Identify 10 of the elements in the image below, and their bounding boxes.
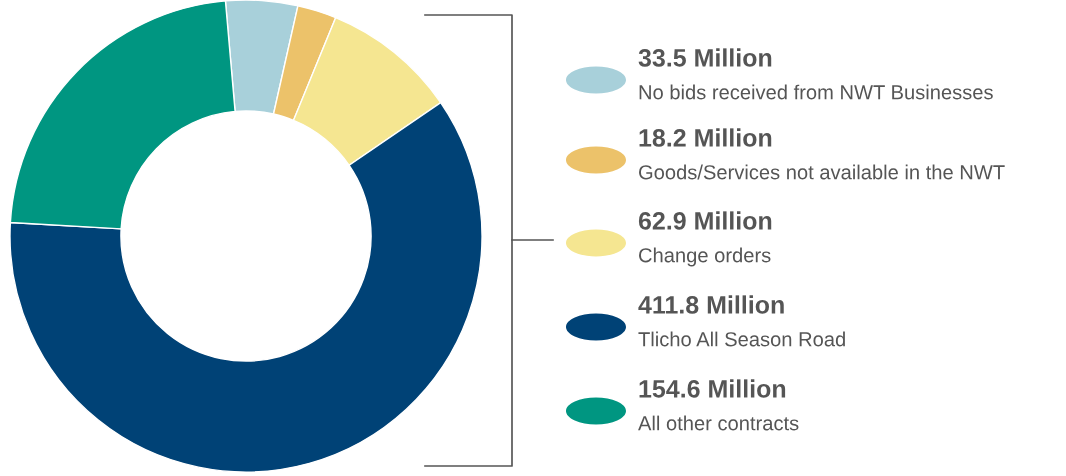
data-label: 62.9 Million: [638, 211, 772, 230]
data-label: 411.8 Million: [638, 295, 784, 314]
legend-label: Tlicho All Season Road: [638, 331, 845, 347]
legend-label: No bids received from NWT Businesses: [639, 84, 993, 100]
data-label: 154.6 Million: [639, 379, 786, 398]
legend-label: All other contracts: [638, 415, 799, 431]
data-label: 33.5 Million: [638, 48, 772, 67]
legend-label: Goods/Services not available in the NWT: [639, 164, 1005, 180]
legend-label: Change orders: [639, 247, 771, 267]
data-label: 18.2 Million: [639, 128, 772, 147]
